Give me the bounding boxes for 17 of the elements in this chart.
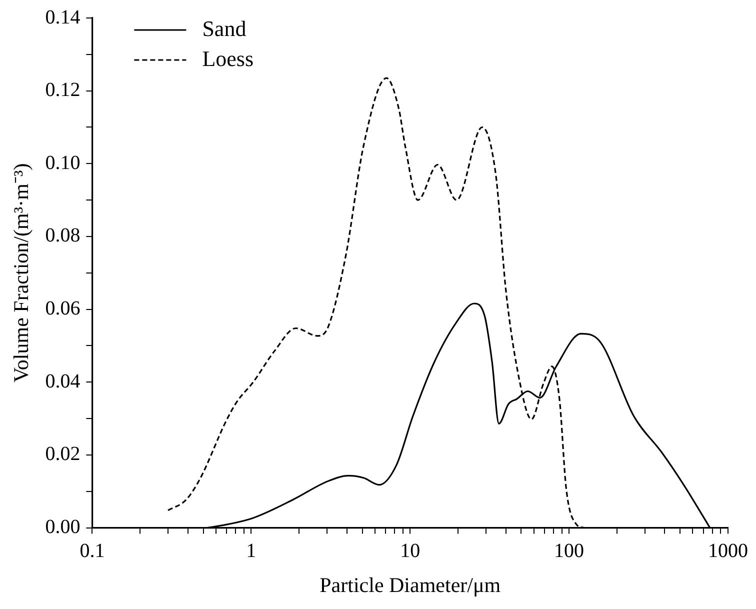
y-tick-label: 0.00 [45, 516, 80, 538]
legend-label: Sand [202, 16, 246, 41]
legend-label: Loess [202, 46, 254, 71]
y-tick-label: 0.06 [45, 298, 80, 320]
y-tick-label: 0.14 [45, 6, 80, 28]
y-tick-label: 0.10 [45, 152, 80, 174]
x-tick-label: 100 [554, 540, 584, 562]
y-axis-title: Volume Fraction/(m³·m⁻³) [9, 163, 34, 383]
x-tick-label: 10 [400, 540, 420, 562]
y-tick-label: 0.08 [45, 224, 80, 247]
y-tick-label: 0.04 [45, 370, 80, 392]
x-tick-label: 0.1 [80, 540, 105, 562]
x-tick-label: 1000 [708, 540, 748, 562]
x-axis-title: Particle Diameter/μm [320, 572, 501, 597]
y-tick-label: 0.12 [45, 79, 80, 102]
x-tick-label: 1 [246, 540, 256, 562]
y-tick-label: 0.02 [45, 443, 80, 466]
